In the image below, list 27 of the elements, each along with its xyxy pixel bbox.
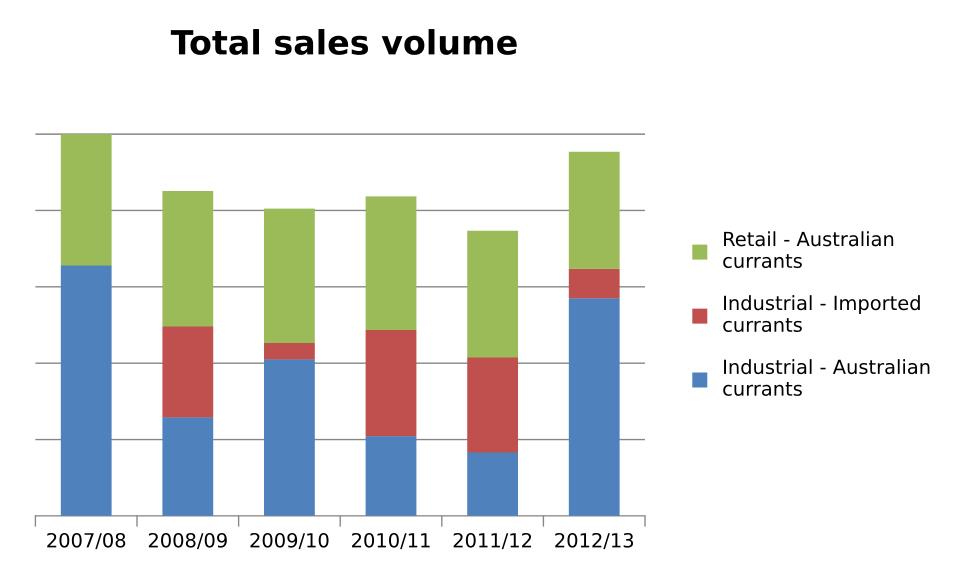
legend-label: Industrial - Imported currants — [723, 295, 920, 332]
chart-title: Total sales volume — [170, 29, 517, 55]
bar — [366, 196, 416, 330]
legend-label: Industrial - Australian currants — [723, 359, 930, 396]
x-tick-label: 2008/09 — [148, 532, 227, 550]
bar — [60, 134, 112, 266]
x-tick-label: 2010/11 — [352, 532, 430, 550]
bar — [467, 230, 518, 358]
bar — [467, 357, 518, 453]
bar — [162, 191, 214, 327]
bar — [568, 298, 620, 516]
bar — [568, 152, 620, 269]
x-tick-label: 2007/08 — [47, 532, 126, 550]
x-tick-label: 2009/10 — [250, 532, 329, 550]
bar — [366, 436, 416, 516]
bar — [162, 417, 214, 516]
bar — [264, 208, 315, 343]
bar — [568, 268, 620, 298]
bar — [60, 265, 112, 516]
bar — [264, 342, 315, 360]
bar — [366, 330, 416, 436]
x-tick-label: 2011/12 — [454, 532, 532, 550]
bar — [264, 359, 315, 516]
bar — [467, 452, 518, 516]
legend-label: Retail - Australian currants — [723, 231, 894, 268]
x-tick-label: 2012/13 — [555, 532, 634, 550]
bar — [162, 326, 214, 418]
